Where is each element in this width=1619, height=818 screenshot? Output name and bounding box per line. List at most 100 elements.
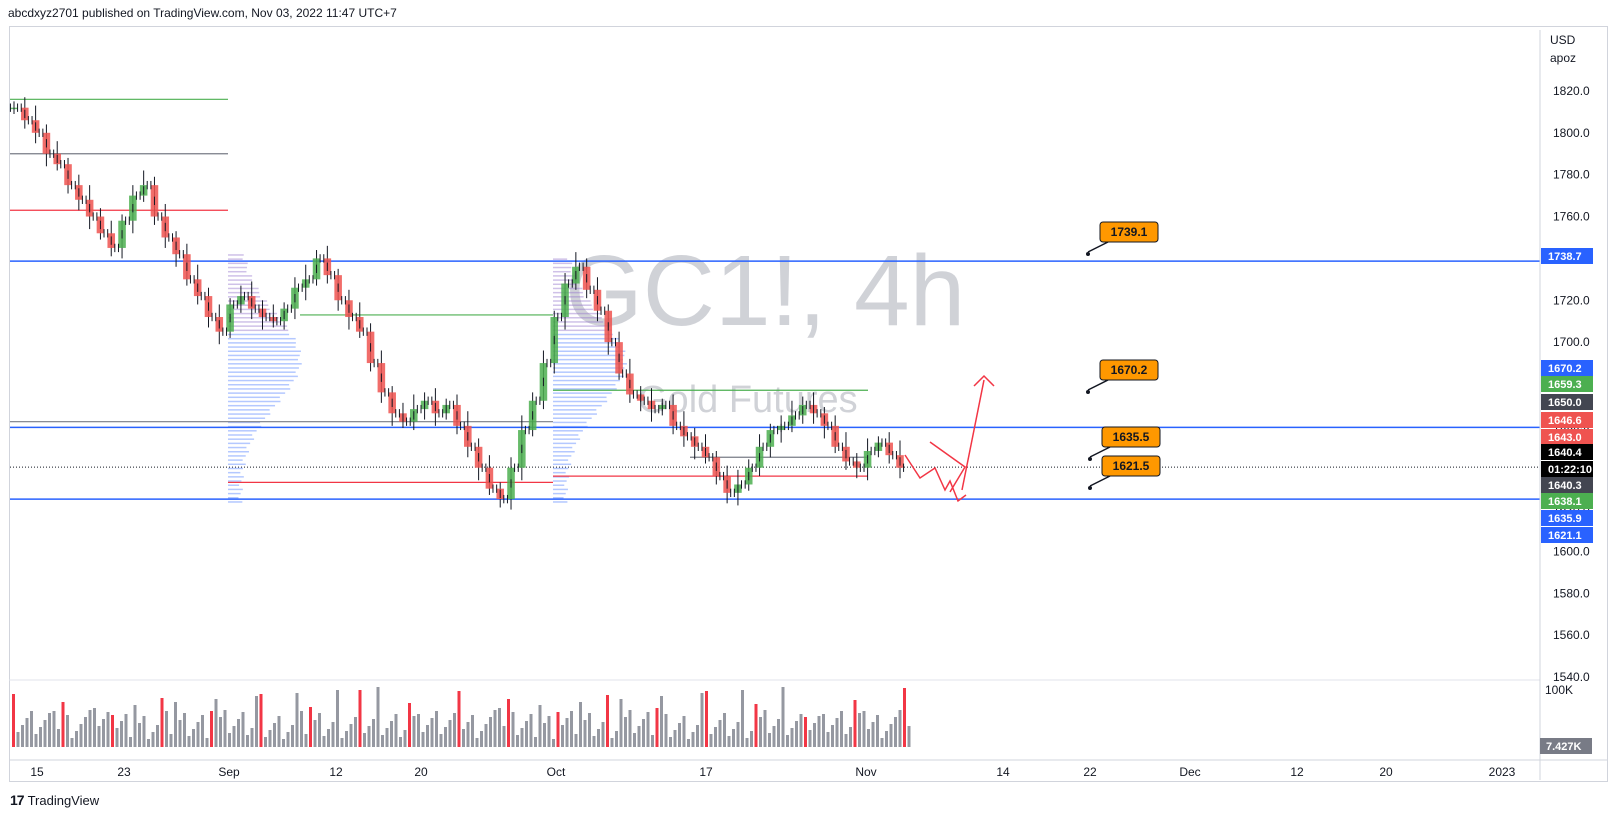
up-arrow-head — [973, 374, 995, 387]
profile-row — [228, 254, 244, 256]
candle — [539, 350, 548, 410]
candle — [809, 392, 818, 424]
volume-bar — [633, 733, 636, 747]
price-tag: 1643.0 — [1541, 429, 1593, 445]
profile-row — [553, 312, 601, 315]
y-tick-label: 1760.0 — [1553, 210, 1590, 224]
profile-row — [553, 446, 573, 449]
profile-row — [553, 413, 597, 415]
y-tick-label: 1800.0 — [1553, 126, 1590, 140]
x-tick-label: 12 — [329, 765, 343, 779]
candle — [344, 289, 354, 330]
horizontal-levels — [10, 98, 1540, 500]
up-arrow — [961, 379, 985, 491]
volume-bar — [354, 717, 357, 747]
candle — [182, 243, 191, 286]
volume-bar — [48, 713, 51, 747]
volume-bar — [714, 727, 717, 747]
profile-row — [553, 421, 587, 424]
candle — [31, 105, 40, 144]
candle — [863, 438, 872, 481]
profile-row — [228, 467, 243, 470]
volume-bar — [75, 731, 78, 747]
candle — [74, 174, 83, 211]
profile-row — [228, 287, 259, 290]
profile-row — [553, 325, 611, 327]
price-tag-label: 1738.7 — [1548, 251, 1582, 263]
volume-bar — [376, 687, 380, 747]
volume-bar — [502, 726, 506, 747]
x-tick-label: Oct — [547, 765, 566, 779]
currency-label: USD — [1550, 33, 1576, 47]
volume-bar — [691, 732, 695, 747]
candle — [701, 434, 710, 464]
profile-row — [228, 266, 247, 269]
candle — [820, 407, 829, 439]
profile-row — [553, 455, 572, 457]
candle — [63, 157, 73, 194]
volume-bar — [246, 735, 249, 747]
candle — [247, 281, 256, 320]
price-tag: 1635.9 — [1541, 510, 1593, 526]
candle — [161, 203, 170, 248]
volume-bar — [61, 702, 65, 747]
volume-bar — [867, 729, 870, 747]
profile-row — [553, 400, 608, 403]
price-tag-bg — [1541, 461, 1593, 477]
profile-row — [228, 450, 249, 453]
volume-bar — [178, 720, 182, 747]
volume-bar — [565, 718, 569, 747]
price-tag: 1650.0 — [1541, 394, 1593, 410]
profile-row — [228, 497, 239, 499]
candle — [571, 252, 580, 290]
volume-bar — [898, 710, 902, 747]
volume-bar — [489, 717, 492, 747]
volume-bar — [16, 732, 20, 747]
volume-bar — [138, 723, 141, 747]
x-tick-label: 23 — [117, 765, 131, 779]
volume-bar — [282, 739, 285, 747]
volume-bar — [754, 704, 758, 747]
profile-row — [553, 321, 604, 323]
candle — [290, 277, 299, 320]
volume-profiles — [228, 254, 627, 503]
volume-bar — [52, 711, 56, 747]
volume-bar — [466, 722, 470, 747]
candle — [744, 459, 753, 491]
volume-bar — [552, 739, 555, 747]
footer-brand[interactable]: 17 TradingView — [10, 792, 99, 808]
x-tick-label: 17 — [699, 765, 713, 779]
volume-bar — [129, 737, 132, 747]
candle — [9, 101, 19, 114]
volume-bar — [894, 717, 897, 747]
profile-row — [228, 476, 244, 478]
volume-bar — [732, 729, 735, 747]
volume-bar — [606, 695, 609, 747]
price-tag-label: 1646.6 — [1548, 415, 1582, 427]
profile-row — [228, 492, 241, 495]
candle — [679, 411, 688, 447]
candle — [258, 300, 267, 330]
volume-bar — [183, 713, 186, 747]
volume-bar — [304, 734, 308, 747]
profile-row — [228, 421, 261, 424]
volume-bar — [759, 717, 762, 747]
volume-bar — [597, 729, 600, 747]
price-tag-label: 1643.0 — [1548, 432, 1582, 444]
volume-bar — [561, 725, 564, 747]
y-tick-label: 1700.0 — [1553, 335, 1590, 349]
candle — [669, 394, 678, 435]
candle — [312, 250, 321, 286]
volume-bar — [30, 711, 33, 747]
volume-bar — [862, 711, 866, 747]
callout-box — [1101, 455, 1161, 477]
profile-row — [553, 484, 565, 486]
volume-bar — [520, 728, 524, 747]
volume-bar — [363, 733, 366, 747]
volume-bar — [880, 738, 884, 747]
y-tick-label: 1560.0 — [1553, 628, 1590, 642]
profile-row — [553, 471, 566, 474]
profile-row — [553, 438, 581, 440]
price-tag-label: 1640.4 — [1548, 447, 1583, 459]
